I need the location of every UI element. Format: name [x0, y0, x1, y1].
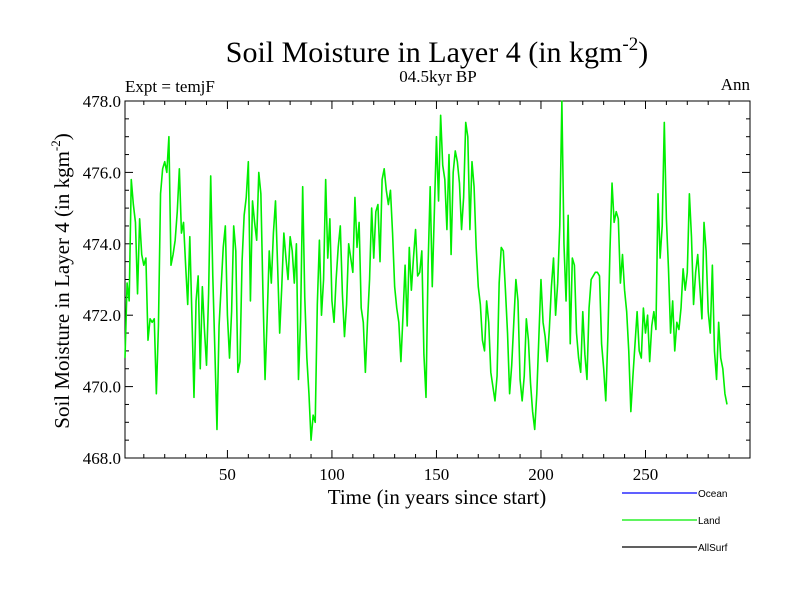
- experiment-label: Expt = temjF: [125, 77, 215, 96]
- y-tick-label: 476.0: [83, 163, 121, 182]
- x-tick-label: 100: [319, 465, 345, 484]
- legend-label-allsurf: AllSurf: [698, 543, 728, 554]
- series-group: [124, 100, 728, 441]
- legend: Ocean Land AllSurf: [622, 489, 728, 554]
- series-line-land: [124, 100, 728, 441]
- x-tick-label: 50: [219, 465, 236, 484]
- chart-subtitle: 04.5kyr BP: [399, 67, 476, 86]
- y-tick-label: 468.0: [83, 449, 121, 468]
- legend-label-land: Land: [698, 516, 720, 527]
- x-tick-label: 150: [424, 465, 450, 484]
- y-axis-label-superscript: -2: [48, 140, 63, 151]
- x-axis-label: Time (in years since start): [328, 485, 547, 509]
- y-axis-label: Soil Moisture in Layer 4 (in kgm-2): [48, 133, 74, 428]
- x-axis-ticks: 50 100 150 200 250: [143, 101, 751, 484]
- x-tick-label: 250: [633, 465, 659, 484]
- chart-title-superscript: -2: [622, 34, 638, 55]
- chart-title: Soil Moisture in Layer 4 (in kgm-2): [226, 34, 648, 69]
- legend-label-ocean: Ocean: [698, 489, 727, 500]
- y-tick-label: 478.0: [83, 92, 121, 111]
- y-tick-label: 474.0: [83, 235, 121, 254]
- y-tick-label: 472.0: [83, 306, 121, 325]
- y-tick-label: 470.0: [83, 378, 121, 397]
- season-label: Ann: [721, 75, 751, 94]
- x-tick-label: 200: [528, 465, 554, 484]
- y-axis-ticks: 468.0 470.0 472.0 474.0 476.0 478.0: [83, 92, 750, 468]
